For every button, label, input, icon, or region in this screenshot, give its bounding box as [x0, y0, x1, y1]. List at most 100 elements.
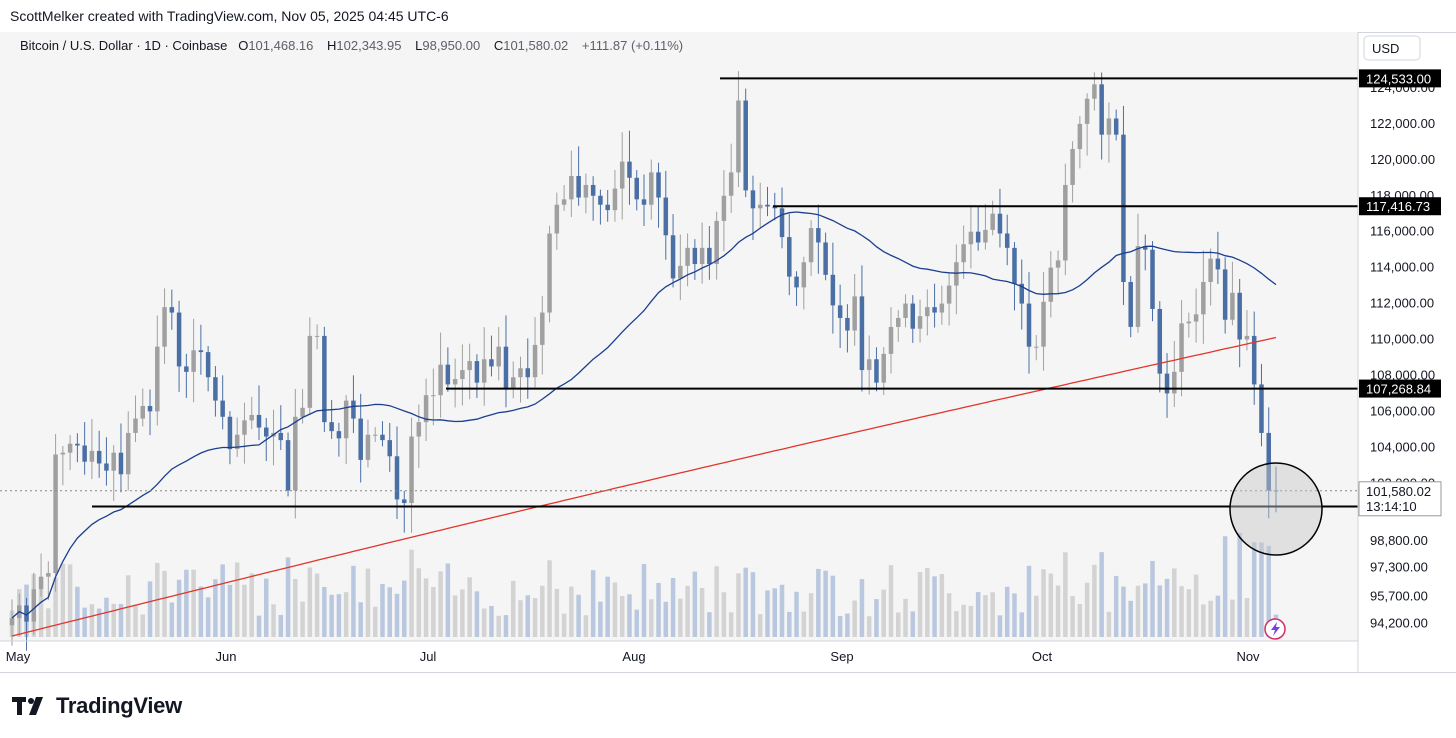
- candle-body: [641, 199, 647, 205]
- tradingview-brand: TradingView: [56, 693, 182, 718]
- candle-body: [946, 285, 952, 304]
- candle-body: [830, 274, 836, 306]
- volume-bar: [1092, 564, 1097, 637]
- ma-50-line: [11, 211, 1277, 619]
- volume-bar: [380, 583, 385, 637]
- volume-bar: [1157, 585, 1163, 637]
- volume-bar: [1230, 599, 1235, 637]
- candle-body: [598, 195, 603, 205]
- high-label: H: [327, 38, 337, 53]
- candle-body: [293, 416, 298, 491]
- price-tick-label: 95,700.00: [1370, 588, 1428, 603]
- candle-body: [1142, 246, 1148, 250]
- candle-body: [590, 184, 596, 196]
- volume-bar: [220, 564, 225, 637]
- volume-bar: [322, 586, 327, 637]
- candle-body: [721, 195, 727, 221]
- symbol-label[interactable]: Bitcoin / U.S. Dollar · 1D · Coinbase: [20, 38, 228, 53]
- candle-body: [198, 350, 204, 353]
- close-label: C: [493, 38, 504, 53]
- volume-bars: [9, 532, 1279, 637]
- volume-bar: [605, 576, 610, 637]
- volume-bar: [975, 592, 981, 637]
- candle-body: [503, 346, 509, 389]
- candle-body: [1026, 303, 1032, 347]
- volume-bar: [1004, 586, 1010, 637]
- volume-bar: [198, 586, 204, 637]
- volume-bar: [264, 578, 269, 637]
- candle-body: [1012, 247, 1017, 284]
- volume-bar: [532, 598, 538, 637]
- volume-bar: [576, 594, 581, 637]
- volume-bar: [714, 566, 719, 637]
- volume-bar: [293, 578, 298, 637]
- volume-bar: [830, 575, 836, 637]
- price-tick-label: 106,000.00: [1370, 403, 1435, 418]
- volume-bar: [685, 585, 690, 637]
- candle-body: [53, 454, 58, 574]
- candle-body: [779, 208, 785, 238]
- volume-bar: [169, 602, 175, 637]
- candle-body: [220, 400, 225, 417]
- time-axis[interactable]: May Jun Jul Aug Sep Oct Nov: [6, 649, 1260, 664]
- candle-body: [518, 368, 523, 378]
- candle-body: [1113, 118, 1119, 135]
- price-axis[interactable]: 124,000.00122,000.00120,000.00118,000.00…: [1370, 80, 1435, 630]
- month-label: Oct: [1032, 649, 1053, 664]
- candle-body: [656, 172, 661, 198]
- level-tag-label: 124,533.00: [1366, 71, 1431, 86]
- candle-body: [532, 344, 538, 378]
- candle-body: [184, 366, 189, 372]
- volume-bar: [779, 584, 785, 637]
- candle-body: [678, 265, 683, 279]
- volume-bar: [460, 589, 465, 637]
- candle-body: [859, 296, 865, 371]
- candle-body: [888, 326, 894, 354]
- candle-body: [852, 296, 857, 331]
- usd-button[interactable]: USD: [1363, 35, 1421, 61]
- plot-background: [0, 32, 1358, 641]
- volume-bar: [954, 611, 959, 637]
- candle-body: [1128, 282, 1133, 327]
- price-tick-label: 112,000.00: [1370, 296, 1434, 311]
- volume-bar: [1201, 604, 1206, 637]
- volume-bar: [801, 611, 807, 637]
- candle-body: [467, 361, 472, 371]
- candle-body: [445, 364, 451, 385]
- candle-body: [707, 247, 712, 265]
- candle-body: [627, 161, 632, 178]
- candle-body: [1048, 267, 1054, 302]
- candle-body: [278, 432, 284, 441]
- close-value: 101,580.02: [503, 38, 569, 53]
- candle-body: [372, 434, 378, 436]
- open-value: 101,468.16: [248, 38, 314, 53]
- volume-bar: [678, 598, 683, 637]
- lightning-icon[interactable]: [1264, 618, 1286, 640]
- price-tick-label: 122,000.00: [1370, 116, 1435, 131]
- volume-bar: [242, 584, 247, 637]
- horizontal-levels[interactable]: [92, 77, 1358, 508]
- candle-body: [1034, 346, 1039, 348]
- candle-body: [387, 440, 392, 457]
- candles: [9, 71, 1279, 651]
- candle-body: [1164, 373, 1170, 394]
- volume-bar: [707, 612, 712, 637]
- tradingview-logo-icon: [12, 697, 43, 715]
- candle-body: [1157, 308, 1163, 374]
- candle-body: [147, 405, 153, 412]
- candle-body: [264, 427, 269, 437]
- candle-body: [96, 450, 102, 464]
- volume-bar: [983, 595, 988, 637]
- volume-bar: [917, 572, 923, 637]
- volume-bar: [874, 599, 879, 637]
- volume-bar: [750, 572, 756, 637]
- price-tags: 124,533.00117,416.73107,268.84100,703.71…: [1358, 69, 1442, 517]
- volume-bar: [445, 563, 451, 637]
- price-chart[interactable]: 124,000.00122,000.00120,000.00118,000.00…: [0, 32, 1456, 673]
- candle-body: [525, 368, 531, 378]
- volume-bar: [1172, 568, 1177, 637]
- volume-bar: [561, 613, 567, 637]
- volume-bar: [1251, 542, 1257, 637]
- candle-body: [46, 573, 51, 577]
- price-tick-label: 110,000.00: [1370, 332, 1434, 347]
